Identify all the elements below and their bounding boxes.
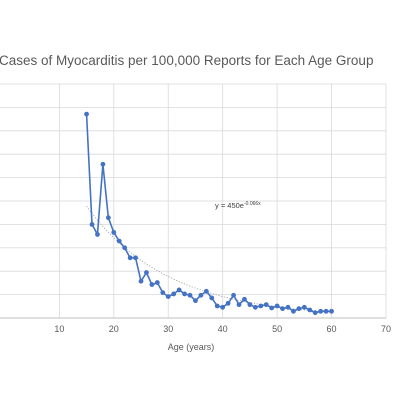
data-point: [225, 300, 231, 306]
x-tick-label: 40: [218, 324, 228, 334]
data-point: [285, 304, 291, 310]
x-tick-label: 20: [109, 324, 119, 334]
equation-exponent: -0.066x: [244, 201, 261, 207]
data-point: [203, 288, 209, 294]
data-point: [274, 303, 280, 309]
data-point: [100, 161, 106, 167]
data-point: [122, 245, 128, 251]
data-point: [242, 296, 247, 302]
data-point: [258, 303, 264, 309]
data-point: [193, 298, 198, 304]
data-point: [133, 255, 138, 261]
data-point: [127, 255, 133, 261]
data-point: [312, 310, 318, 316]
data-point: [301, 304, 307, 310]
data-point: [84, 111, 89, 117]
data-point: [187, 292, 193, 298]
x-tick-label: 60: [327, 324, 337, 334]
data-point: [263, 302, 269, 308]
data-point: [154, 280, 160, 285]
data-point: [236, 302, 242, 308]
data-point: [269, 305, 275, 311]
x-tick-label: 30: [163, 324, 173, 334]
series-line: [85, 114, 332, 314]
data-point: [280, 306, 285, 312]
x-tick-label: 50: [272, 324, 282, 334]
data-point: [329, 308, 334, 314]
data-point: [198, 292, 204, 298]
data-point: [171, 291, 177, 297]
data-point: [144, 270, 149, 275]
x-tick-label: 70: [381, 324, 391, 334]
data-point: [165, 294, 171, 300]
data-point: [111, 230, 117, 235]
x-axis: 10 20 30 40 50 60 70: [0, 317, 391, 334]
trendline-equation: y = 450e-0.066x: [215, 201, 261, 210]
exponential-trendline: [86, 205, 332, 313]
data-point: [323, 308, 329, 314]
data-series: [84, 111, 334, 316]
data-point: [247, 302, 253, 308]
data-point: [214, 303, 220, 309]
data-point: [95, 232, 100, 237]
data-point: [176, 287, 182, 293]
data-point: [138, 278, 144, 284]
data-point: [252, 304, 258, 310]
data-point: [291, 308, 296, 314]
equation-base: y = 450e: [215, 201, 244, 210]
data-point: [318, 308, 324, 314]
trendline-layer: [86, 205, 332, 313]
data-point: [89, 222, 95, 227]
data-point: [116, 238, 122, 244]
data-point: [307, 307, 313, 313]
chart-title: Cases of Myocarditis per 100,000 Reports…: [0, 53, 374, 68]
x-tick-label: 10: [54, 324, 64, 334]
gridlines: [0, 83, 387, 318]
data-point: [209, 295, 215, 301]
data-point: [160, 290, 166, 295]
data-point: [231, 292, 236, 298]
data-point: [105, 215, 111, 221]
x-axis-title: Age (years): [168, 342, 215, 352]
data-point: [220, 304, 226, 310]
data-point: [296, 306, 302, 312]
data-point: [149, 282, 155, 287]
data-point: [182, 291, 187, 297]
